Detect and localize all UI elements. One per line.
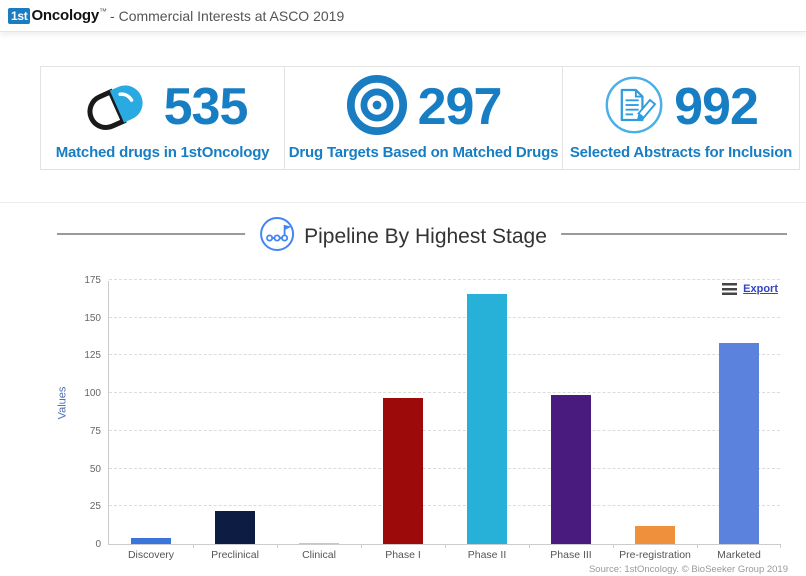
page-title: - Commercial Interests at ASCO 2019: [110, 7, 345, 24]
gridline-100: [109, 392, 780, 394]
x-axis-tick: [445, 544, 446, 548]
bar-pre-registration[interactable]: [635, 525, 675, 544]
x-label-marketed: Marketed: [717, 549, 761, 561]
x-axis-tick: [613, 544, 614, 548]
gridline-25: [109, 505, 780, 507]
x-axis-tick: [529, 544, 530, 548]
logo-1st-badge: 1st: [8, 7, 31, 24]
stat-value-abstracts: 992: [674, 78, 759, 136]
export-button[interactable]: Export: [722, 283, 778, 295]
x-label-clinical: Clinical: [302, 549, 336, 561]
stat-label-drug-targets: Drug Targets Based on Matched Drugs: [288, 144, 559, 161]
chart-section-header: Pipeline By Highest Stage: [0, 203, 806, 263]
gridline-75: [109, 429, 780, 431]
y-tick-label-125: 125: [84, 350, 101, 362]
plot-area: 0 25 50 75 100 125 150 175 Discovery Preclinical C…: [84, 275, 781, 561]
y-tick-label-50: 50: [89, 463, 101, 475]
bar-preclinical[interactable]: [215, 510, 255, 544]
stat-value-drug-targets: 297: [417, 78, 503, 136]
bar-discovery[interactable]: [131, 537, 171, 544]
gridline-50: [109, 467, 780, 469]
stat-card-drug-targets: 297 Drug Targets Based on Matched Drugs: [285, 66, 563, 170]
x-label-phase-ii: Phase II: [467, 549, 507, 561]
y-tick-label-75: 75: [89, 425, 101, 437]
stat-card-top: 297: [346, 74, 503, 141]
y-tick-label-25: 25: [89, 501, 101, 513]
bar-phase-i[interactable]: [383, 397, 423, 544]
stat-card-matched-drugs: 535 Matched drugs in 1stOncology: [40, 66, 285, 170]
gridline-175: [109, 279, 780, 280]
source-note: Source: 1stOncology. © BioSeeker Group 2…: [588, 564, 788, 575]
gridline-125: [109, 354, 780, 356]
section-title-box: Pipeline By Highest Stage: [245, 216, 561, 257]
y-tick-label-175: 175: [84, 275, 101, 286]
x-axis-tick: [780, 544, 781, 548]
stat-label-matched-drugs: Matched drugs in 1stOncology: [55, 144, 270, 161]
app-header: 1st Oncology ™ - Commercial Interests at A…: [0, 0, 806, 32]
stat-value-matched-drugs: 535: [163, 78, 249, 136]
x-label-preclinical: Preclinical: [211, 549, 259, 561]
chart-section: Pipeline By Highest Stage Values Export …: [0, 202, 806, 576]
bar-clinical[interactable]: [299, 542, 339, 544]
bar-phase-ii[interactable]: [467, 293, 507, 544]
stat-card-top: 535: [78, 75, 248, 139]
pill-icon: [78, 75, 154, 140]
logo-text: Oncology: [31, 7, 100, 24]
menu-icon[interactable]: [722, 283, 738, 295]
x-label-phase-i: Phase I: [385, 549, 421, 561]
x-axis-tick: [193, 544, 194, 548]
bar-phase-iii[interactable]: [551, 394, 591, 544]
chart-title: Pipeline By Highest Stage: [304, 224, 547, 248]
export-link[interactable]: Export: [743, 283, 778, 295]
x-label-pre-registration: Pre-registration: [619, 549, 691, 561]
document-pencil-icon: [604, 75, 664, 140]
x-axis-tick: [697, 544, 698, 548]
stat-card-abstracts: 992 Selected Abstracts for Inclusion: [563, 66, 800, 170]
gridline-150: [109, 316, 780, 318]
y-tick-label-100: 100: [84, 388, 101, 400]
stats-row: 535 Matched drugs in 1stOncology 297 Dru…: [40, 66, 800, 170]
y-tick-label-150: 150: [84, 312, 101, 324]
pipeline-stages-icon: [259, 216, 295, 257]
stat-card-top: 992: [604, 75, 759, 140]
target-icon: [346, 74, 408, 141]
x-label-discovery: Discovery: [127, 549, 175, 561]
trademark-symbol: ™: [99, 7, 108, 16]
stat-label-abstracts: Selected Abstracts for Inclusion: [569, 144, 793, 161]
bar-chart: Values Export 0 25 50 75 100 125 150 175 Discove…: [0, 267, 806, 576]
y-axis-title: Values: [56, 386, 69, 420]
bar-marketed[interactable]: [719, 343, 759, 544]
y-tick-label-0: 0: [95, 539, 101, 550]
x-axis-tick: [277, 544, 278, 548]
x-axis-tick: [361, 544, 362, 548]
x-label-phase-iii: Phase III: [550, 549, 592, 561]
